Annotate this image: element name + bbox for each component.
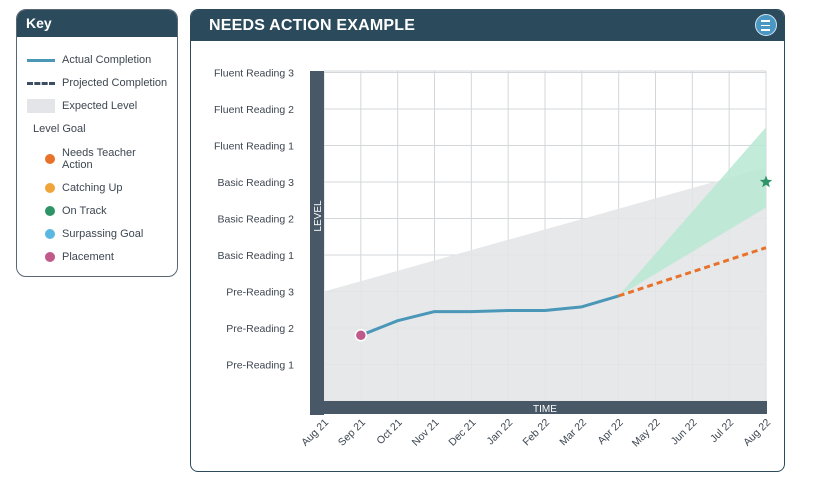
x-tick-label: Sep 21 <box>336 417 368 449</box>
projected-line-swatch <box>27 82 55 85</box>
on-track-dot <box>45 206 55 216</box>
y-tick-label: Fluent Reading 1 <box>214 141 294 153</box>
x-tick-labels: Aug 21 Sep 21 Oct 21 Nov 21 Dec 21 Jan 22 Feb … <box>299 417 773 450</box>
legend-title: Key <box>17 10 177 37</box>
y-tick-label: Pre-Reading 2 <box>226 323 294 335</box>
legend-label-projected: Projected Completion <box>62 77 168 89</box>
expected-level-swatch <box>27 99 55 113</box>
x-tick-label: Jun 22 <box>669 417 700 448</box>
surpassing-goal-dot <box>45 229 55 239</box>
legend-label-actual: Actual Completion <box>62 54 152 66</box>
needs-action-dot <box>45 154 55 164</box>
x-axis-bar <box>324 401 767 414</box>
x-tick-label: Oct 21 <box>374 417 404 447</box>
expected-level-area <box>324 167 766 401</box>
x-tick-label: Aug 22 <box>741 417 773 449</box>
y-tick-label: Pre-Reading 3 <box>226 287 294 299</box>
legend-label-expected: Expected Level <box>62 100 138 112</box>
legend-label-needs-action-1: Needs Teacher <box>62 147 136 159</box>
y-tick-label: Basic Reading 3 <box>218 177 295 189</box>
x-tick-label: Jan 22 <box>485 417 516 448</box>
on-track-range-area <box>618 127 766 296</box>
legend-label-level-goal: Level Goal <box>33 123 86 135</box>
y-tick-label: Pre-Reading 1 <box>226 360 294 372</box>
legend-label-needs-action-2: Action <box>62 159 93 171</box>
x-tick-label: Apr 22 <box>595 417 625 447</box>
y-tick-labels: Pre-Reading 1 Pre-Reading 2 Pre-Reading 3 B… <box>214 68 294 372</box>
x-tick-label: Aug 21 <box>299 417 331 449</box>
y-axis-bar <box>310 71 324 415</box>
goal-star-icon <box>759 175 773 188</box>
menu-icon[interactable] <box>755 14 777 36</box>
x-tick-label: Dec 21 <box>446 417 478 449</box>
legend-label-placement: Placement <box>62 251 114 263</box>
actual-line-swatch <box>27 59 55 62</box>
y-tick-label: Fluent Reading 3 <box>214 68 294 80</box>
y-tick-label: Fluent Reading 2 <box>214 104 294 116</box>
placement-dot <box>45 252 55 262</box>
placement-marker <box>354 329 368 342</box>
projected-completion-line <box>618 246 767 298</box>
x-tick-label: Mar 22 <box>557 417 589 449</box>
actual-completion-line <box>360 294 620 337</box>
legend-label-catching-up: Catching Up <box>62 182 123 194</box>
legend-label-surpassing: Surpassing Goal <box>62 228 144 240</box>
x-tick-label: Feb 22 <box>521 417 553 449</box>
catching-up-dot <box>45 183 55 193</box>
legend-label-on-track: On Track <box>62 205 107 217</box>
x-axis-title: TIME <box>533 404 557 415</box>
x-tick-label: Nov 21 <box>410 417 442 449</box>
chart-title: NEEDS ACTION EXAMPLE <box>191 10 784 41</box>
y-tick-label: Basic Reading 1 <box>218 250 295 262</box>
legend-panel: Key Actual Completion Projected Completi… <box>16 9 178 277</box>
x-tick-label: Jul 22 <box>708 417 736 445</box>
y-axis-title: LEVEL <box>313 200 324 232</box>
x-tick-label: May 22 <box>630 417 663 450</box>
y-tick-label: Basic Reading 2 <box>218 214 295 226</box>
